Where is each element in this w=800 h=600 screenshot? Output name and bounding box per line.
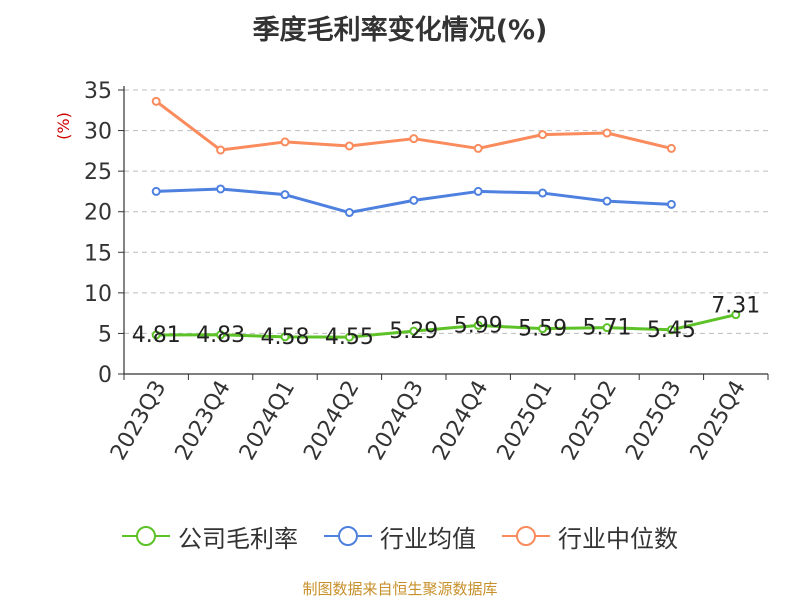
y-tick-label: 15 [84, 241, 112, 266]
data-point [666, 325, 676, 335]
x-tick-label: 2025Q1 [492, 377, 557, 465]
y-tick-label: 5 [98, 322, 112, 347]
data-point [216, 145, 226, 155]
y-tick-label: 30 [84, 120, 112, 145]
data-label: 5.45 [647, 318, 696, 343]
legend-dot [136, 526, 156, 546]
data-label: 4.83 [196, 323, 245, 348]
data-point [216, 184, 226, 194]
x-tick-label: 2024Q4 [428, 377, 493, 465]
data-point [666, 143, 676, 153]
y-tick-label: 35 [84, 79, 112, 104]
data-label: 5.29 [389, 319, 438, 344]
data-label: 4.55 [325, 325, 374, 350]
y-tick-label: 25 [84, 160, 112, 185]
data-label: 5.71 [583, 316, 632, 341]
x-tick-label: 2023Q4 [170, 377, 235, 465]
data-point [280, 137, 290, 147]
data-point [409, 134, 419, 144]
y-tick-label: 10 [84, 282, 112, 307]
data-point [666, 199, 676, 209]
data-point [280, 190, 290, 200]
data-point [344, 208, 354, 218]
x-tick-label: 2024Q1 [235, 377, 300, 465]
data-point [344, 332, 354, 342]
legend-label: 行业均值 [380, 524, 476, 553]
data-label: 7.31 [711, 294, 760, 319]
legend-item[interactable]: 行业中位数 [502, 519, 678, 554]
data-label: 4.81 [132, 323, 181, 348]
data-point [473, 143, 483, 153]
y-axis-label: (%) [54, 112, 73, 140]
x-tick-label: 2025Q2 [557, 377, 622, 465]
data-label: 4.58 [261, 325, 310, 350]
x-tick-label: 2025Q3 [621, 377, 686, 465]
legend-dot [338, 526, 358, 546]
data-point [473, 320, 483, 330]
data-point [473, 186, 483, 196]
data-labels: 4.81 4.83 4.58 4.55 5.29 5.99 5.59 5.71 5.45 7.31 [132, 294, 761, 350]
source-note: 制图数据来自恒生聚源数据库 [302, 580, 498, 598]
data-point [151, 96, 161, 106]
data-point [538, 324, 548, 334]
data-point [602, 196, 612, 206]
series [151, 96, 741, 342]
data-label: 5.99 [454, 313, 503, 338]
chart-title: 季度毛利率变化情况(%) [252, 15, 548, 46]
data-point [538, 188, 548, 198]
legend-marker-icon [502, 526, 550, 546]
data-point [538, 130, 548, 140]
y-tick-label: 0 [98, 363, 112, 388]
data-point [602, 128, 612, 138]
data-point [409, 195, 419, 205]
legend-item[interactable]: 公司毛利率 [122, 519, 298, 554]
legend-marker-icon [324, 526, 372, 546]
legend-label: 行业中位数 [558, 524, 678, 553]
data-point [280, 332, 290, 342]
legend-label: 公司毛利率 [178, 524, 298, 553]
x-tick-label: 2025Q4 [686, 377, 751, 465]
data-label: 5.59 [518, 317, 567, 342]
data-point [344, 141, 354, 151]
legend-marker-icon [122, 526, 170, 546]
x-tick-label: 2023Q3 [106, 377, 171, 465]
data-point [216, 330, 226, 340]
y-tick-label: 20 [84, 201, 112, 226]
x-tick-label: 2024Q2 [299, 377, 364, 465]
data-point [151, 186, 161, 196]
series-line [156, 313, 737, 339]
legend-dot [516, 526, 536, 546]
x-tick-label: 2024Q3 [364, 377, 429, 465]
data-point [731, 310, 741, 320]
legend: 公司毛利率 行业均值 行业中位数 [0, 518, 800, 554]
data-point [602, 323, 612, 333]
legend-item[interactable]: 行业均值 [324, 519, 476, 554]
data-point [151, 330, 161, 340]
data-point [409, 326, 419, 336]
gridlines [124, 89, 768, 334]
